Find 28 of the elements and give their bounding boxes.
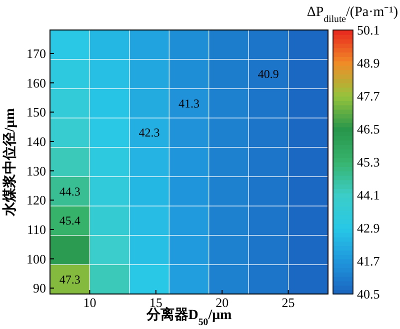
y-tick-label: 90 — [33, 280, 46, 296]
color-bar-label: 42.9 — [357, 220, 380, 236]
color-bar-label: 47.7 — [357, 88, 380, 104]
color-bar-title: ΔP$_{dilute}$/(Pa·m⁻¹) — [306, 5, 398, 24]
color-bar-label: 40.5 — [357, 286, 380, 302]
y-tick-label: 130 — [26, 163, 46, 178]
annotation: 40.9 — [258, 67, 279, 81]
y-tick-label: 170 — [26, 46, 46, 61]
y-tick-label: 100 — [26, 251, 46, 266]
annotation: 47.3 — [59, 272, 80, 286]
annotation: 41.3 — [178, 96, 200, 110]
annotation: 45.4 — [59, 214, 80, 228]
color-bar-label: 46.5 — [357, 122, 380, 136]
color-bar-label: 48.9 — [357, 56, 380, 70]
x-tick-label: 25 — [282, 295, 295, 310]
y-tick-label: 110 — [26, 222, 46, 237]
y-axis-title: 水煤浆中位径/μm — [2, 108, 18, 217]
annotation: 42.3 — [138, 126, 160, 140]
y-tick-label: 120 — [26, 192, 46, 208]
color-bar-label: 50.1 — [357, 22, 380, 38]
y-tick-label: 140 — [26, 134, 46, 149]
y-tick-label: 150 — [26, 104, 46, 120]
y-tick-label: 160 — [26, 75, 46, 90]
color-bar-label: 41.7 — [357, 254, 380, 268]
annotation: 44.3 — [59, 184, 80, 198]
x-tick-label: 10 — [83, 295, 96, 310]
color-bar-label: 45.3 — [357, 154, 380, 170]
color-bar-label: 44.1 — [357, 188, 380, 202]
